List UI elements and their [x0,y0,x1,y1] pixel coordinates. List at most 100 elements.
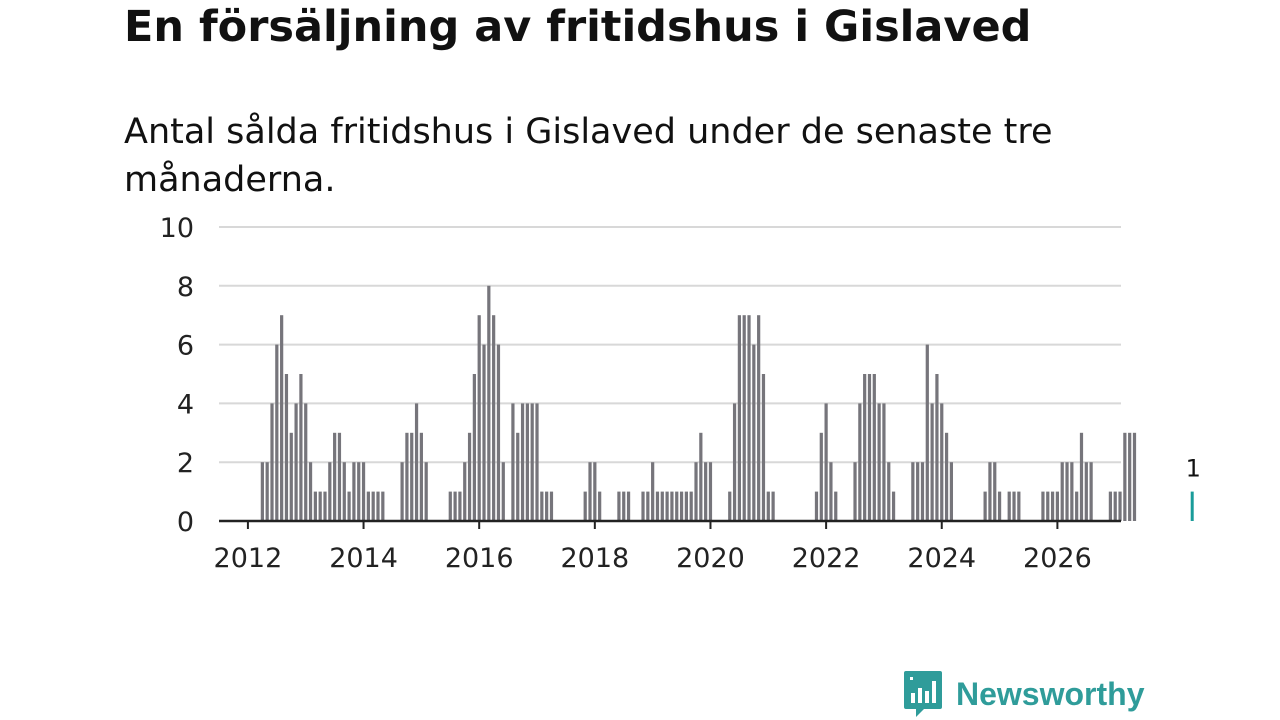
bar [1089,462,1093,521]
bar [1079,432,1084,521]
bar [882,403,886,521]
bar [761,374,766,521]
gridlines [219,226,1121,464]
bar [333,432,337,521]
bar [641,491,645,521]
bar [318,491,322,521]
bar [265,462,269,521]
bar [834,491,838,521]
bar [366,491,370,521]
bar [323,491,327,521]
bar [260,462,264,521]
bar [1123,432,1127,521]
bar [501,462,505,521]
bar [463,462,467,521]
bar [1055,491,1060,521]
bar [477,315,481,521]
bar [342,462,346,521]
bar [689,491,693,521]
bar [1007,491,1011,521]
bar [400,462,404,521]
bar [516,432,520,521]
bar [877,403,881,521]
bar [280,315,284,521]
newsworthy-brand[interactable]: Newsworthy [902,668,1144,720]
bar [540,491,544,521]
bars: 1 [260,285,1201,521]
bar [665,491,669,521]
bar [284,374,289,521]
chart-title: En försäljning av fritidshus i Gislaved [124,2,1032,52]
bar [487,285,491,521]
bar [829,462,833,521]
bar [925,344,929,521]
bar [997,491,1002,521]
bar [704,462,708,521]
bar [1108,491,1113,521]
bar [891,491,896,521]
bar-latest [1190,491,1194,521]
bar [930,403,934,521]
bar [520,403,525,521]
x-tick-label: 2020 [676,543,745,574]
bar [651,462,655,521]
bar [1041,491,1045,521]
bar [410,432,414,521]
bar [1017,491,1021,521]
bar [867,374,872,521]
bar [337,432,342,521]
bar [472,374,476,521]
bar [347,491,351,521]
bar [270,403,274,521]
bar [732,403,737,521]
bar [1113,491,1117,521]
bar [626,491,631,521]
bar [549,491,554,521]
bar [670,491,674,521]
x-tick-label: 2026 [1023,543,1092,574]
bar [545,491,549,521]
bar [593,462,597,521]
bar [708,462,713,521]
bar [1132,432,1137,521]
bar [757,315,761,521]
bar [1084,462,1088,521]
bar [646,491,650,521]
bar [530,403,534,521]
bar [617,491,621,521]
bar [728,491,732,521]
bar [482,344,486,521]
bar [458,491,462,521]
bar [289,432,293,521]
bar [819,432,823,521]
bar [858,403,862,521]
bar [699,432,703,521]
bar [872,374,876,521]
bar [525,403,529,521]
bar [275,344,279,521]
bar [655,491,660,521]
bar [299,374,303,521]
bar [1075,491,1079,521]
bar [824,403,828,521]
latest-value-label: 1 [1186,455,1201,483]
bar [1070,462,1074,521]
bar [920,462,925,521]
brand-name: Newsworthy [956,675,1145,712]
bar [887,462,891,521]
chart-subtitle: Antal sålda fritidshus i Gislaved under … [124,112,1053,200]
bar [694,462,698,521]
bar [357,462,361,521]
bar [949,462,954,521]
bar [304,403,308,521]
bar [376,491,380,521]
bar [535,403,539,521]
y-tick-label: 2 [177,448,194,479]
bar [414,403,419,521]
bar [511,403,515,521]
bar [328,462,332,521]
x-tick-label: 2018 [560,543,629,574]
y-tick-label: 10 [160,213,194,244]
bar [583,491,587,521]
